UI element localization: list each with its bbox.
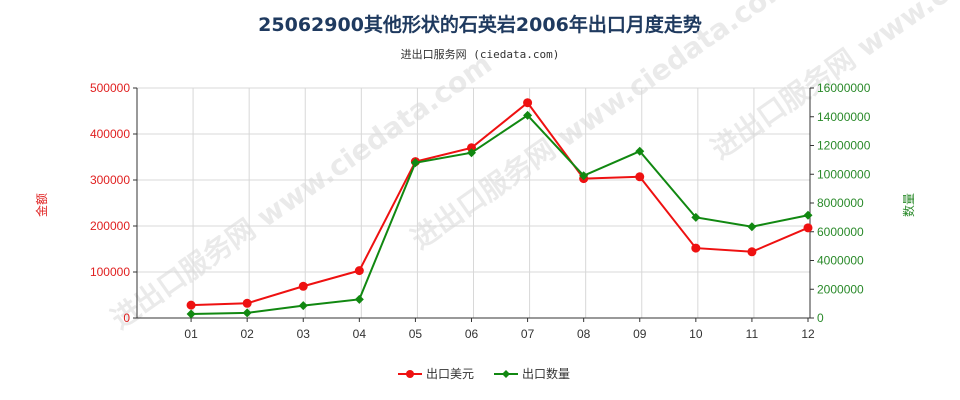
x-tick-label: 08 [577,327,591,341]
series-1-point [803,223,813,233]
right-axis-label: 数量 [901,193,916,217]
x-tick-label: 01 [184,327,198,341]
left-tick-label: 0 [123,311,130,325]
x-tick-label: 05 [409,327,423,341]
chart-subtitle: 进出口服务网 (ciedata.com) [400,48,560,61]
right-tick-label: 14000000 [817,110,871,124]
chart-title: 25062900其他形状的石英岩2006年出口月度走势 [258,14,702,36]
series-2-point [579,171,589,181]
x-tick-label: 07 [521,327,535,341]
series-1-point [186,300,196,310]
x-tick-label: 10 [689,327,703,341]
legend: 出口美元 出口数量 [398,366,570,381]
left-tick-label: 300000 [90,173,130,187]
series-line-1 [191,101,809,307]
right-tick-label: 2000000 [817,282,864,296]
series-1-point [298,281,308,291]
right-tick-label: 10000000 [817,167,871,181]
series-2-point [691,212,701,222]
right-tick-label: 8000000 [817,196,864,210]
series-line-2 [191,114,809,315]
legend-swatch-marker [502,370,510,378]
legend-swatch-marker [406,370,414,378]
series-1-point [242,298,252,308]
series-2-point [410,158,420,168]
left-axis-label: 金额 [34,193,49,217]
grid-lines [136,87,811,319]
x-tick-label: 12 [801,327,815,341]
series-1-point [691,243,701,253]
series-layer [186,98,813,319]
x-tick-label: 09 [633,327,647,341]
series-2-point [354,294,364,304]
right-tick-label: 6000000 [817,225,864,239]
left-tick-label: 500000 [90,81,130,95]
series-2-point [242,308,252,318]
left-axis-ticks: 0 100000 200000 300000 400000 500000 [90,81,137,325]
series-2-point [635,146,645,156]
x-tick-label: 04 [353,327,367,341]
x-tick-label: 02 [240,327,254,341]
series-2-point [803,210,813,220]
right-tick-label: 4000000 [817,254,864,268]
right-tick-label: 12000000 [817,139,871,153]
legend-label: 出口数量 [522,366,570,381]
series-1-point [635,172,645,182]
right-tick-label: 16000000 [817,81,871,95]
right-axis-ticks: 0 2000000 4000000 6000000 8000000 10000000 120… [810,81,871,325]
left-tick-label: 400000 [90,127,130,141]
series-2-point [523,110,533,120]
series-2-point [186,309,196,319]
x-tick-label: 06 [465,327,479,341]
series-1-point [523,98,533,108]
series-1-point [747,247,757,257]
right-tick-label: 0 [817,311,824,325]
left-tick-label: 200000 [90,219,130,233]
x-tick-label: 03 [297,327,311,341]
left-tick-label: 100000 [90,265,130,279]
series-2-point [747,222,757,232]
series-2-point [467,148,476,158]
legend-label: 出口美元 [426,367,474,381]
series-1-point [354,266,364,276]
series-2-point [298,301,308,311]
watermark-text: 进出口服务网 www.ciedata.com [105,47,498,336]
x-tick-label: 11 [746,327,759,341]
x-axis-ticks: 01 02 03 04 05 06 07 08 09 10 11 12 [184,318,815,341]
